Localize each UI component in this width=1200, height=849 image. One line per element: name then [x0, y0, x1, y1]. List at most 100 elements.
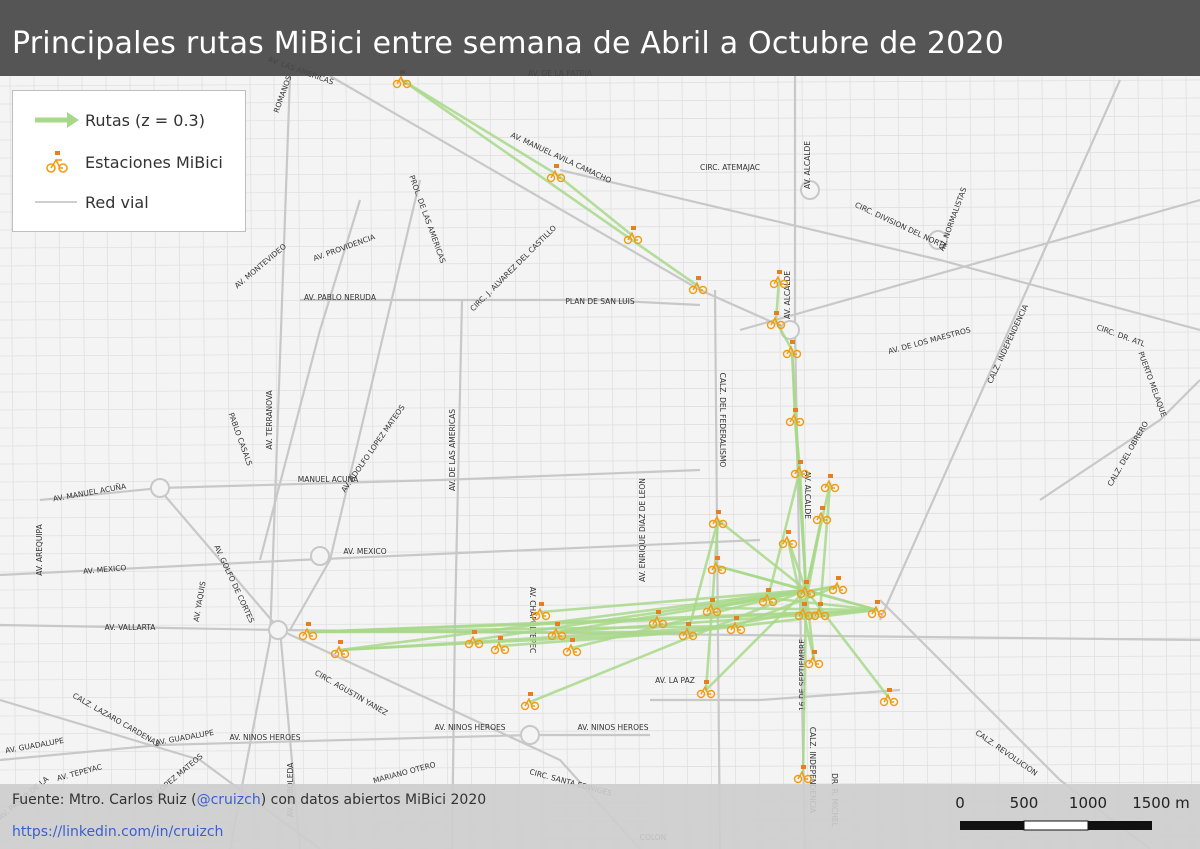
minor-street [897, 75, 905, 849]
route-line [798, 468, 808, 592]
legend-stations-label: Estaciones MiBici [85, 153, 223, 172]
route-line [400, 78, 700, 288]
bicycle-icon [330, 640, 350, 659]
roundabout [520, 725, 540, 745]
street-label: PLAN DE SAN LUIS [565, 297, 634, 306]
minor-street [825, 75, 833, 849]
minor-street [705, 75, 713, 849]
bicycle-icon [531, 602, 551, 621]
minor-street [489, 75, 497, 849]
legend: Rutas (z = 0.3) Estaciones MiBici Red vi… [12, 90, 246, 232]
road-line-icon [35, 201, 77, 203]
street-label: AV. MEXICO [83, 563, 127, 576]
minor-street [681, 75, 689, 849]
minor-street [0, 277, 1200, 285]
bicycle-icon [707, 556, 727, 575]
minor-street [1017, 75, 1025, 849]
street-label: CALZ. DEL OBRERO [1106, 420, 1151, 488]
scale-tick-2: 1000 [1069, 794, 1107, 812]
street-label: 16 DE SEPTIEMBRE [798, 639, 807, 711]
street-label: AV. ALCALDE [803, 471, 812, 519]
bicycle-icon [464, 630, 484, 649]
footer: Fuente: Mtro. Carlos Ruiz (@cruizch) con… [0, 784, 1200, 849]
street-label: MANUEL ACUÑA [298, 475, 359, 484]
route-line [554, 172, 635, 238]
street-label: AV. TERRANOVA [265, 389, 274, 449]
major-road [289, 179, 422, 631]
bicycle-icon [623, 226, 643, 245]
route-line [528, 588, 808, 704]
bicycle-icon [804, 650, 824, 669]
major-road [713, 289, 722, 849]
street-label: CIRC. ATEMAJAC [700, 163, 760, 172]
minor-street [1161, 75, 1169, 849]
minor-street [1089, 75, 1097, 849]
minor-street [513, 75, 521, 849]
minor-street [1065, 75, 1073, 849]
street-label: PABLO CASALS [227, 411, 255, 467]
minor-street [0, 763, 1200, 771]
bicycle-icon [820, 474, 840, 493]
route-line [802, 514, 824, 614]
linkedin-link[interactable]: https://linkedin.com/in/cruizch [12, 824, 224, 840]
minor-street [0, 529, 1200, 537]
scale-tick-3: 1500 m [1132, 794, 1190, 812]
minor-street [0, 439, 1200, 447]
minor-street [0, 691, 1200, 699]
route-line [716, 518, 808, 592]
street-label: MARIANO OTERO [372, 760, 437, 785]
minor-street [1185, 75, 1193, 849]
minor-street [0, 655, 1200, 663]
street-label: AV. CHAPULTEPEC [528, 587, 537, 654]
minor-street [1041, 75, 1049, 849]
minor-street [0, 745, 1200, 753]
minor-street [561, 75, 569, 849]
credit-handle-link[interactable]: @cruizch [196, 792, 261, 808]
route-line [400, 78, 558, 176]
street-label: AV. TEPEYAC [56, 762, 103, 783]
minor-street [801, 75, 809, 849]
major-road [559, 168, 1200, 332]
bicycle-icon [758, 588, 778, 607]
roundabout [928, 230, 948, 250]
credit-prefix: Fuente: Mtro. Carlos Ruiz ( [12, 792, 197, 808]
bicycle-icon [298, 622, 318, 641]
roundabout [310, 546, 330, 566]
scale-tick-1: 500 [1010, 794, 1039, 812]
minor-street [0, 259, 1200, 267]
minor-street [0, 385, 1200, 393]
minor-street [0, 601, 1200, 609]
route-line [818, 482, 832, 614]
minor-street [993, 75, 1001, 849]
street-label: AV. PABLO NERUDA [304, 293, 377, 302]
minor-street [0, 475, 1200, 483]
minor-street [921, 75, 929, 849]
route-line [338, 588, 808, 652]
minor-street [393, 75, 401, 849]
street-label: AV. YAQUIS [192, 580, 208, 622]
minor-street [729, 75, 737, 849]
bicycle-icon [867, 600, 887, 619]
route-line [686, 518, 720, 634]
bicycle-icon [769, 270, 789, 289]
street-label: CALZ. DEL FEDERALISMO [718, 373, 727, 468]
bicycle-icon [648, 610, 668, 629]
road-network [0, 75, 1200, 849]
bicycle-icon [785, 408, 805, 427]
bicycle-icon [546, 164, 566, 183]
minor-street [0, 673, 1200, 681]
scale-bar: 0 500 1000 1500 m [955, 794, 1190, 831]
scale-segment-1 [960, 821, 1024, 830]
street-label: AV. DE LAS AMERICAS [448, 409, 457, 491]
route-line [555, 584, 840, 634]
scale-tick-0: 0 [955, 794, 965, 812]
minor-street [585, 75, 593, 849]
route-line [656, 608, 879, 622]
bicycle-icon [562, 638, 582, 657]
roundabout [268, 620, 288, 640]
major-road [739, 198, 1200, 332]
minor-street [0, 403, 1200, 411]
street-label: AV. ALCALDE [783, 271, 792, 319]
route-line [338, 624, 738, 652]
bicycle-icon [688, 276, 708, 295]
